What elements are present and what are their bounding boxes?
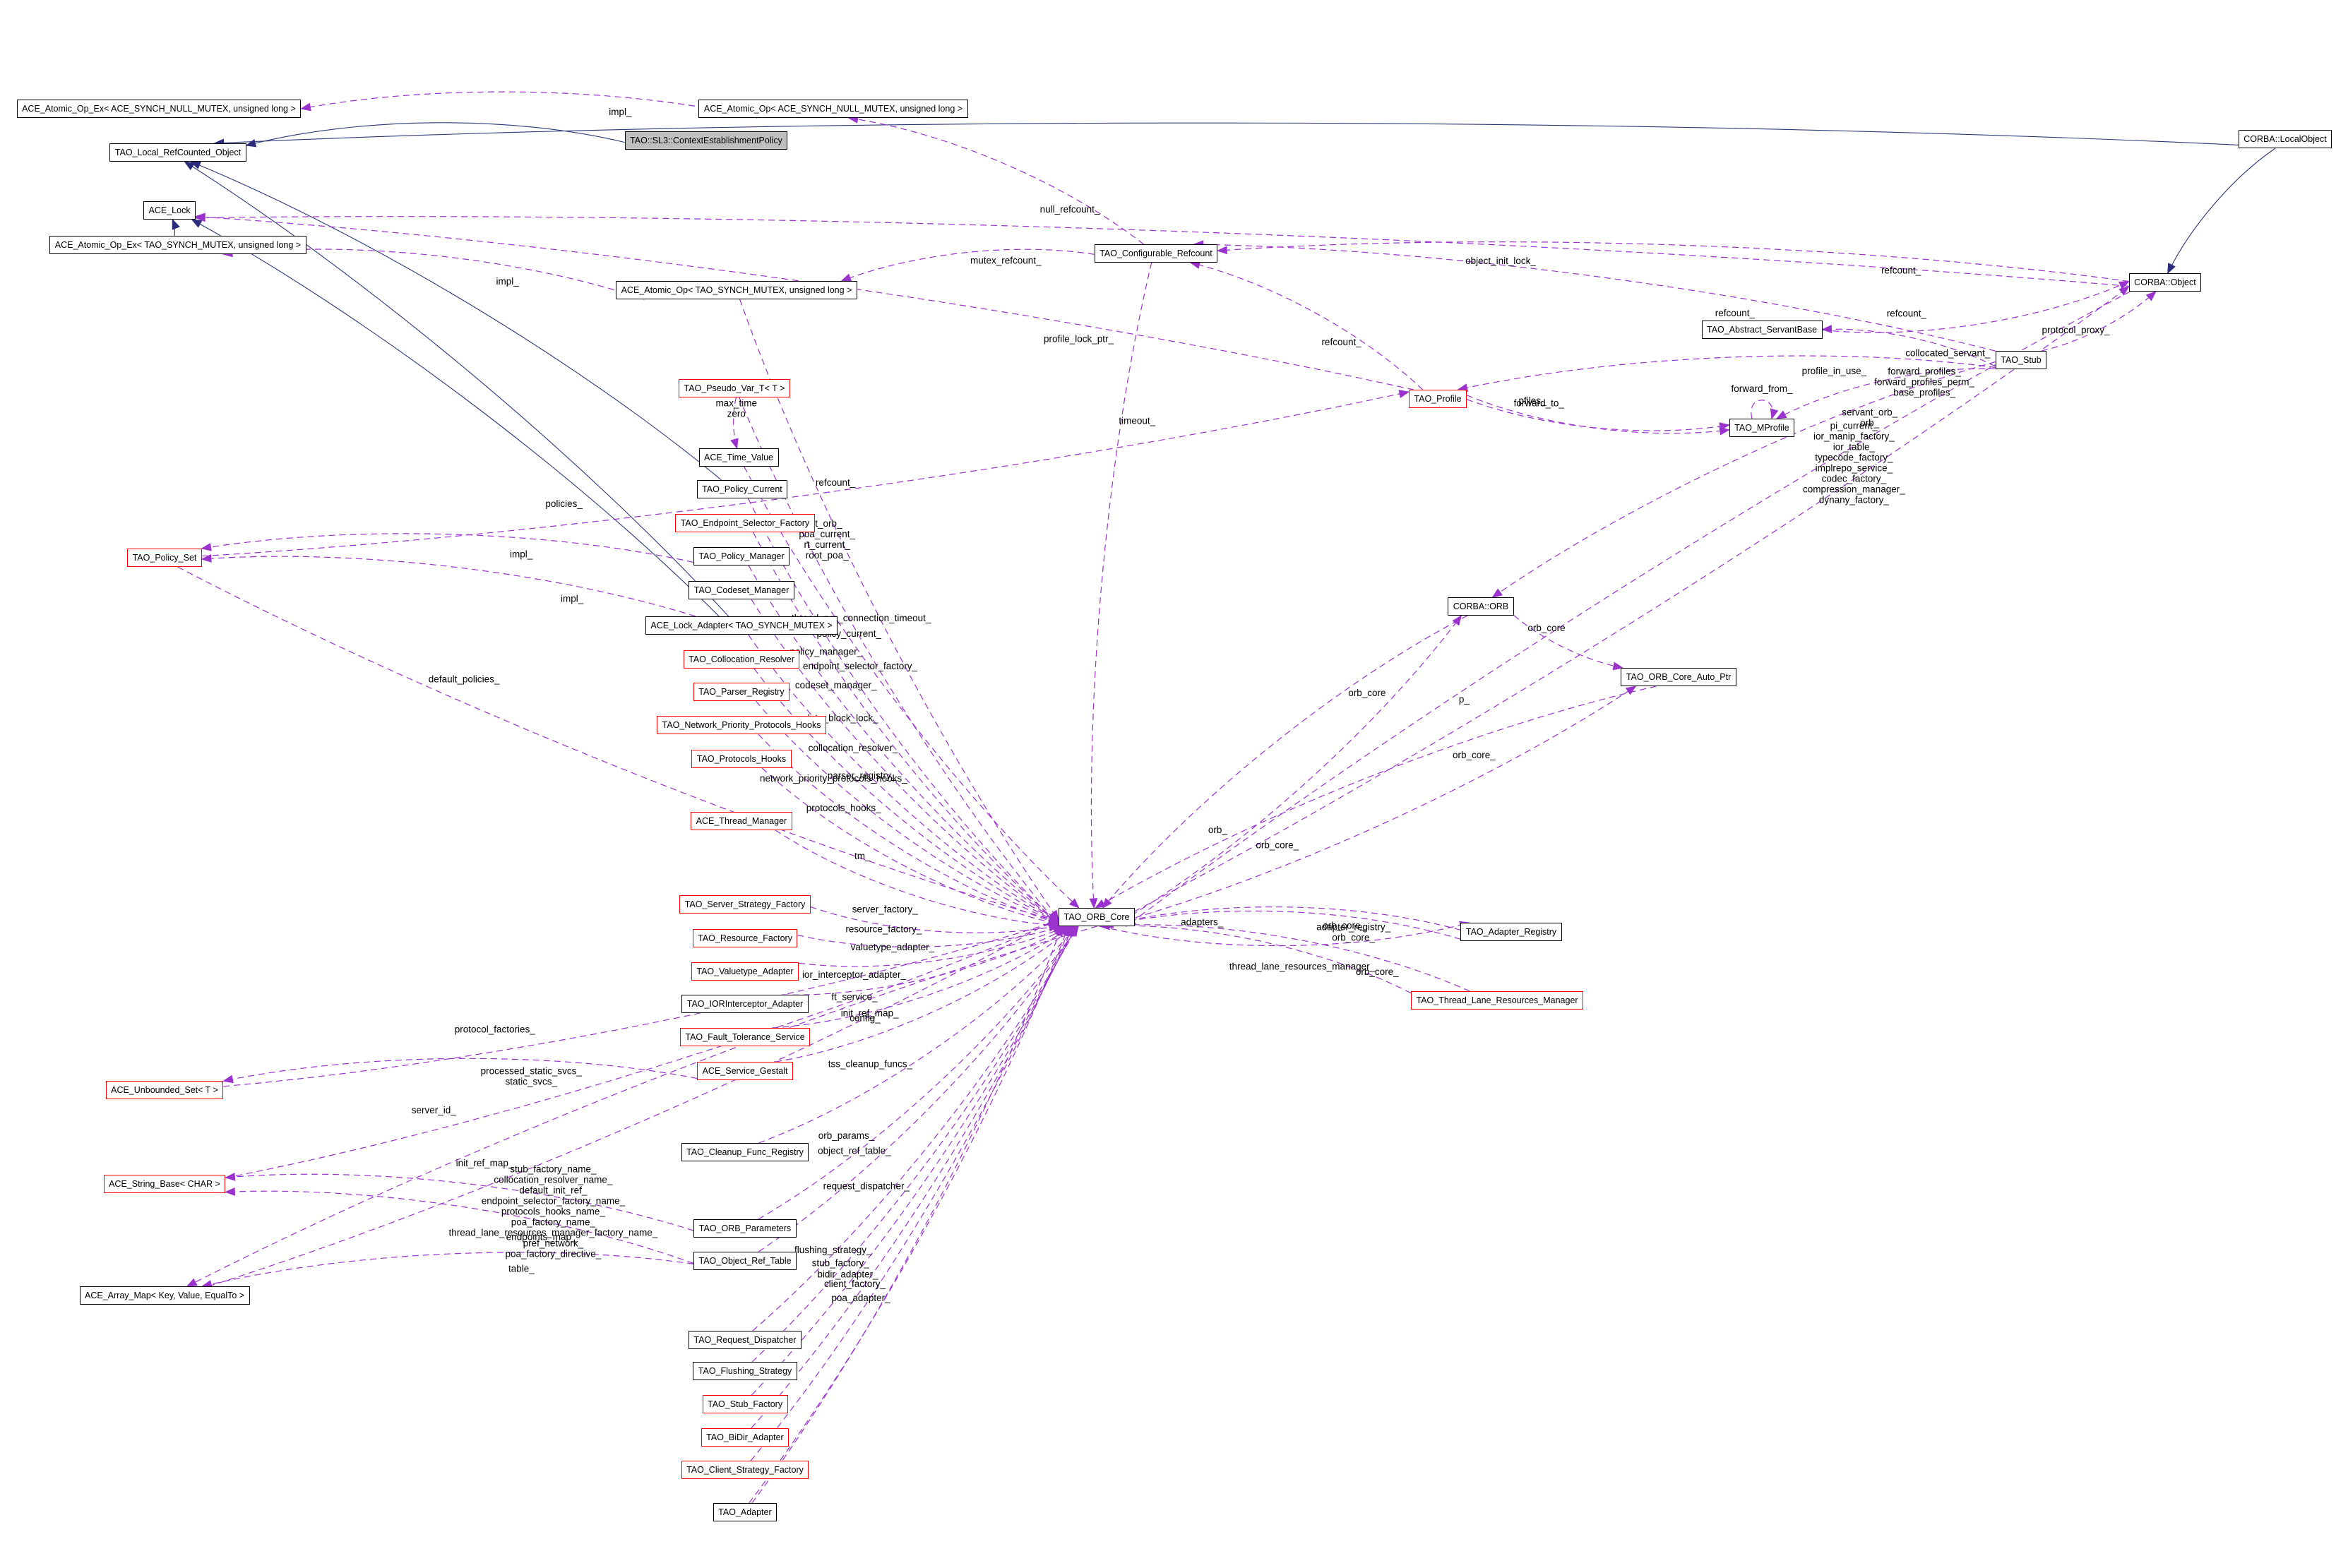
svg-text:impl_: impl_: [609, 107, 632, 117]
svg-text:endpoint_selector_factory_: endpoint_selector_factory_: [803, 661, 918, 671]
svg-text:ft_service_: ft_service_: [831, 991, 878, 1002]
svg-text:rt_orb_: rt_orb_: [812, 518, 842, 529]
svg-text:refcount_: refcount_: [1715, 308, 1756, 318]
svg-text:forward_from_: forward_from_: [1731, 383, 1793, 394]
svg-text:zero: zero: [727, 408, 746, 419]
svg-text:rt_current_: rt_current_: [804, 539, 851, 550]
svg-text:root_poa_: root_poa_: [806, 550, 849, 561]
svg-text:ior_interceptor_adapter_: ior_interceptor_adapter_: [802, 969, 907, 980]
svg-text:refcount_: refcount_: [816, 477, 856, 488]
svg-text:orb_core_: orb_core_: [1356, 966, 1399, 977]
svg-text:forward_to_: forward_to_: [1514, 398, 1565, 409]
svg-text:config_: config_: [850, 1012, 881, 1023]
svg-text:ior_manip_factory_: ior_manip_factory_: [1813, 431, 1895, 442]
svg-text:flushing_strategy_: flushing_strategy_: [794, 1245, 872, 1255]
svg-text:static_svcs_: static_svcs_: [506, 1076, 558, 1087]
svg-text:server_id_: server_id_: [412, 1105, 457, 1115]
svg-text:default_init_ref_: default_init_ref_: [519, 1185, 588, 1196]
svg-text:dynany_factory_: dynany_factory_: [1819, 495, 1890, 505]
svg-text:protocols_hooks_: protocols_hooks_: [806, 803, 881, 813]
svg-text:codec_factory_: codec_factory_: [1822, 474, 1887, 484]
svg-text:protocols_hooks_name_: protocols_hooks_name_: [501, 1207, 606, 1217]
svg-text:base_profiles_: base_profiles_: [1893, 387, 1955, 397]
svg-text:forward_profiles_: forward_profiles_: [1888, 366, 1961, 376]
svg-text:policy_manager_: policy_manager_: [789, 647, 862, 657]
svg-text:p_: p_: [1459, 694, 1470, 705]
svg-text:protocol_proxy_: protocol_proxy_: [2042, 325, 2110, 335]
svg-text:timeout_: timeout_: [1119, 416, 1155, 426]
svg-text:ior_table_: ior_table_: [1833, 442, 1876, 453]
svg-text:orb_core: orb_core: [1348, 688, 1385, 698]
svg-text:endpoints_map_: endpoints_map_: [506, 1232, 577, 1243]
svg-text:orb_core_: orb_core_: [1256, 840, 1299, 851]
svg-text:init_ref_map_: init_ref_map_: [456, 1158, 514, 1168]
svg-text:server_factory_: server_factory_: [852, 904, 919, 914]
svg-text:network_priority_protocols_hoo: network_priority_protocols_hooks_: [760, 773, 907, 784]
svg-text:codeset_manager_: codeset_manager_: [795, 680, 877, 690]
svg-text:impl_: impl_: [561, 594, 584, 604]
svg-text:client_factory_: client_factory_: [824, 1279, 886, 1289]
svg-text:compression_manager_: compression_manager_: [1803, 484, 1905, 495]
svg-text:orb_core_: orb_core_: [1323, 921, 1366, 931]
svg-text:default_policies_: default_policies_: [429, 674, 500, 684]
svg-text:collocated_servant_: collocated_servant_: [1905, 348, 1991, 359]
svg-text:protocol_factories_: protocol_factories_: [455, 1024, 536, 1035]
svg-text:stub_factory_: stub_factory_: [812, 1257, 870, 1268]
svg-text:request_dispatcher_: request_dispatcher_: [823, 1181, 910, 1192]
svg-text:policies_: policies_: [545, 498, 583, 509]
svg-text:null_refcount_: null_refcount_: [1040, 204, 1100, 215]
svg-text:mutex_refcount_: mutex_refcount_: [970, 256, 1042, 266]
svg-text:poa_adapter_: poa_adapter_: [831, 1293, 890, 1303]
svg-text:endpoint_selector_factory_name: endpoint_selector_factory_name_: [482, 1196, 626, 1207]
svg-text:typecode_factory_: typecode_factory_: [1815, 453, 1893, 463]
svg-text:poa_factory_name_: poa_factory_name_: [511, 1217, 596, 1228]
svg-text:orb_core: orb_core: [1527, 623, 1565, 633]
svg-text:profile_lock_ptr_: profile_lock_ptr_: [1044, 334, 1114, 345]
svg-text:poa_factory_directive_: poa_factory_directive_: [505, 1249, 601, 1259]
svg-text:processed_static_svcs_: processed_static_svcs_: [481, 1065, 583, 1076]
svg-text:refcount_: refcount_: [1881, 265, 1921, 276]
svg-text:object_ref_table_: object_ref_table_: [818, 1146, 891, 1156]
svg-text:tm_: tm_: [854, 851, 871, 861]
svg-text:collocation_resolver_name_: collocation_resolver_name_: [494, 1175, 613, 1185]
svg-text:impl_: impl_: [496, 276, 519, 287]
svg-text:max_time: max_time: [715, 397, 757, 408]
svg-text:orb_params_: orb_params_: [818, 1130, 875, 1141]
svg-text:orb_core_: orb_core_: [1453, 750, 1496, 760]
svg-text:implrepo_service_: implrepo_service_: [1816, 463, 1893, 474]
svg-text:tss_cleanup_funcs_: tss_cleanup_funcs_: [828, 1059, 913, 1070]
svg-text:forward_profiles_perm_: forward_profiles_perm_: [1874, 376, 1974, 387]
svg-text:object_init_lock_: object_init_lock_: [1465, 256, 1536, 266]
svg-text:refcount_: refcount_: [1321, 337, 1361, 347]
svg-text:orb_: orb_: [1208, 825, 1228, 835]
svg-text:stub_factory_name_: stub_factory_name_: [510, 1164, 597, 1175]
svg-text:impl_: impl_: [510, 549, 533, 560]
svg-text:profile_in_use_: profile_in_use_: [1802, 366, 1867, 376]
svg-text:refcount_: refcount_: [1887, 308, 1927, 318]
svg-text:pi_current_: pi_current_: [1830, 421, 1878, 431]
svg-text:table_: table_: [508, 1263, 535, 1274]
svg-text:thread_lane_resources_manager_: thread_lane_resources_manager_: [1229, 962, 1376, 972]
svg-text:valuetype_adapter_: valuetype_adapter_: [851, 942, 935, 952]
svg-text:resource_factory_: resource_factory_: [845, 923, 922, 934]
svg-text:servant_orb_: servant_orb_: [1842, 407, 1897, 417]
svg-text:orb_core_: orb_core_: [1332, 932, 1375, 942]
svg-text:adapters_: adapters_: [1181, 917, 1224, 928]
svg-text:collocation_resolver_: collocation_resolver_: [809, 743, 898, 753]
